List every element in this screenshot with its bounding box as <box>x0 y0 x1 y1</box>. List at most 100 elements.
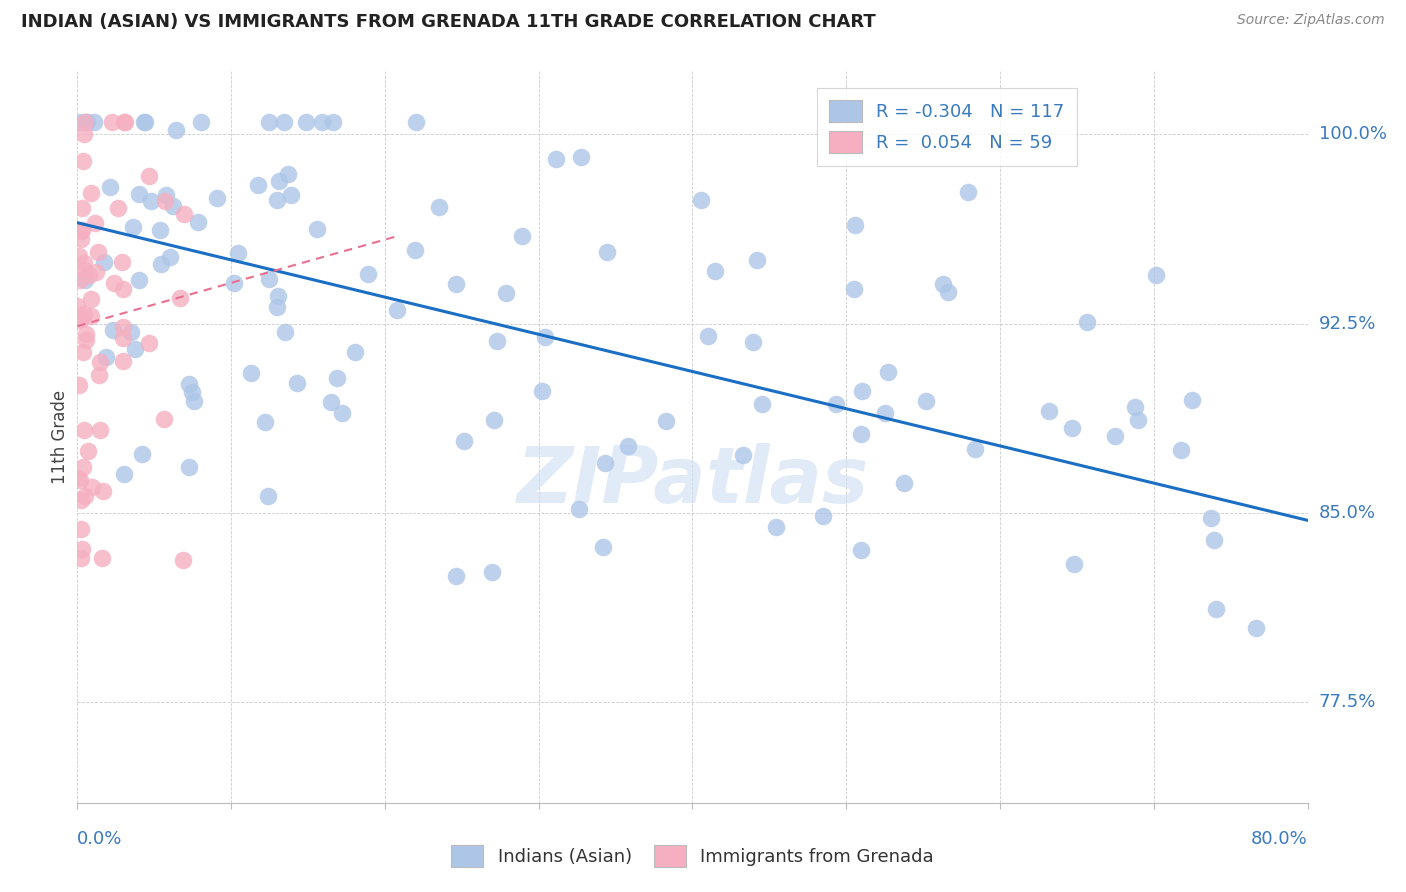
Point <box>153 411 176 425</box>
Point <box>266 193 288 207</box>
Point <box>103 277 125 291</box>
Point <box>568 502 591 516</box>
Point <box>655 414 678 428</box>
Point <box>69 224 91 238</box>
Point <box>187 215 209 229</box>
Point <box>132 115 155 129</box>
Point <box>180 384 202 399</box>
Point <box>155 188 177 202</box>
Point <box>266 300 288 314</box>
Point <box>207 191 229 205</box>
Point <box>72 153 94 168</box>
Point <box>704 264 727 278</box>
Point <box>825 397 848 411</box>
Point <box>128 186 150 201</box>
Point <box>569 150 592 164</box>
Point <box>122 219 145 234</box>
Point <box>1076 315 1098 329</box>
Point <box>149 222 172 236</box>
Point <box>114 115 136 129</box>
Point <box>747 253 769 268</box>
Point <box>481 566 503 580</box>
Point <box>112 353 135 368</box>
Point <box>94 351 117 365</box>
Point <box>257 115 280 129</box>
Point <box>73 256 96 270</box>
Point <box>811 509 834 524</box>
Point <box>91 483 114 498</box>
Point <box>93 255 115 269</box>
Point <box>311 115 333 129</box>
Point <box>226 245 249 260</box>
Point <box>128 273 150 287</box>
Point <box>427 200 450 214</box>
Point <box>77 268 100 283</box>
Point <box>83 216 105 230</box>
Point <box>322 115 344 129</box>
Point <box>84 265 107 279</box>
Point <box>596 245 619 260</box>
Point <box>733 448 755 462</box>
Text: 85.0%: 85.0% <box>1319 504 1375 522</box>
Point <box>267 174 290 188</box>
Point <box>112 282 135 296</box>
Point <box>1144 268 1167 282</box>
Text: 80.0%: 80.0% <box>1251 830 1308 847</box>
Point <box>405 115 427 129</box>
Point <box>131 447 153 461</box>
Point <box>444 569 467 583</box>
Point <box>1104 429 1126 443</box>
Point <box>179 376 201 391</box>
Point <box>385 303 408 318</box>
Point <box>453 434 475 448</box>
Point <box>485 334 508 349</box>
Point <box>1205 602 1227 616</box>
Point <box>844 218 866 232</box>
Point <box>222 276 245 290</box>
Point <box>75 327 97 342</box>
Point <box>1063 558 1085 572</box>
Point <box>267 289 290 303</box>
Point <box>404 243 426 257</box>
Point <box>75 273 97 287</box>
Point <box>73 307 96 321</box>
Point <box>80 186 103 201</box>
Point <box>134 115 156 129</box>
Point <box>138 335 160 350</box>
Point <box>273 115 295 129</box>
Text: 92.5%: 92.5% <box>1319 315 1376 333</box>
Point <box>592 540 614 554</box>
Point <box>83 115 105 129</box>
Point <box>112 331 135 345</box>
Point <box>179 460 201 475</box>
Point <box>257 272 280 286</box>
Point <box>159 250 181 264</box>
Point <box>274 325 297 339</box>
Point <box>77 444 100 458</box>
Point <box>69 272 91 286</box>
Point <box>531 384 554 398</box>
Point <box>873 406 896 420</box>
Point <box>173 207 195 221</box>
Point <box>107 201 129 215</box>
Point <box>120 325 142 339</box>
Point <box>534 330 557 344</box>
Point <box>495 285 517 300</box>
Point <box>617 439 640 453</box>
Point <box>80 309 103 323</box>
Text: 100.0%: 100.0% <box>1319 126 1386 144</box>
Point <box>1202 533 1225 547</box>
Point <box>70 523 93 537</box>
Point <box>66 312 89 326</box>
Point <box>80 292 103 306</box>
Point <box>277 167 299 181</box>
Point <box>595 457 617 471</box>
Point <box>73 489 96 503</box>
Point <box>343 345 366 359</box>
Point <box>98 180 121 194</box>
Y-axis label: 11th Grade: 11th Grade <box>51 390 69 484</box>
Point <box>544 152 567 166</box>
Point <box>69 378 91 392</box>
Point <box>70 232 93 246</box>
Point <box>165 123 187 137</box>
